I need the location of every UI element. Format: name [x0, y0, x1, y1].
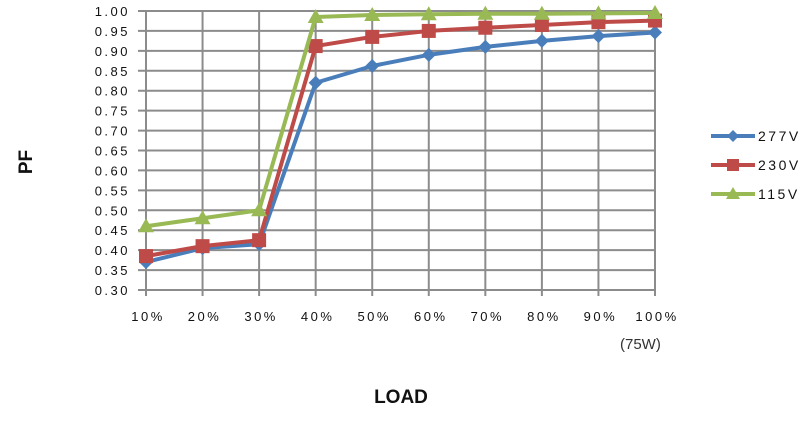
- triangle-marker: [647, 4, 663, 19]
- series-line: [145, 30, 656, 265]
- y-tick-label: 0.90: [95, 44, 130, 59]
- x-axis-ticks: 10% 20% 30% 40% 50% 60% 70% 80% 90% 100%: [131, 309, 678, 324]
- x-tick-label: 80%: [527, 309, 561, 324]
- diamond-marker: [534, 33, 549, 48]
- y-tick-label: 0.65: [95, 144, 130, 159]
- series-230V: [139, 13, 662, 264]
- x-tick-label: 50%: [357, 309, 391, 324]
- x-tick-label: 20%: [188, 309, 222, 324]
- legend-label: 277V: [758, 128, 801, 144]
- y-tick-label: 1.00: [95, 4, 130, 19]
- square-marker: [421, 23, 436, 38]
- triangle-marker: [138, 218, 154, 233]
- y-tick-label: 0.95: [95, 24, 130, 39]
- y-axis-title: PF: [16, 150, 37, 174]
- diamond-marker: [591, 29, 606, 44]
- x-tick-label: 30%: [244, 309, 278, 324]
- y-tick-label: 0.75: [95, 104, 130, 119]
- diamond-marker: [365, 59, 380, 74]
- legend-item-277V: 277V: [711, 128, 801, 144]
- x-axis-note: (75W): [620, 336, 661, 353]
- diamond-marker: [421, 47, 436, 62]
- triangle-marker: [364, 6, 381, 21]
- series-115V: [138, 4, 663, 233]
- x-tick-label: 60%: [414, 309, 448, 324]
- x-axis-title: LOAD: [374, 387, 428, 408]
- square-marker: [195, 239, 210, 254]
- square-marker: [308, 39, 323, 54]
- square-marker: [727, 159, 739, 171]
- square-marker: [252, 233, 267, 248]
- x-tick-label: 70%: [471, 309, 505, 324]
- y-tick-label: 0.70: [95, 124, 130, 139]
- data-series: [138, 4, 663, 270]
- triangle-marker: [477, 5, 494, 20]
- square-marker: [534, 17, 549, 32]
- triangle-marker: [420, 6, 437, 21]
- square-marker: [365, 29, 380, 44]
- diamond-marker: [308, 75, 323, 90]
- legend-label: 230V: [758, 157, 801, 173]
- series-line: [145, 18, 656, 259]
- legend-item-230V: 230V: [711, 157, 801, 173]
- legend-item-115V: 115V: [711, 186, 800, 202]
- y-tick-label: 0.40: [95, 243, 130, 258]
- triangle-marker: [307, 8, 324, 23]
- gridlines: [138, 10, 656, 296]
- y-tick-label: 0.80: [95, 84, 130, 99]
- y-tick-label: 0.45: [95, 223, 130, 238]
- triangle-marker: [726, 187, 740, 199]
- y-axis-ticks: 0.30 0.35 0.40 0.45 0.50 0.55 0.60 0.65 0.70 0.75…: [95, 4, 130, 298]
- triangle-marker: [590, 5, 607, 20]
- triangle-marker: [533, 5, 550, 20]
- x-tick-label: 40%: [301, 309, 335, 324]
- series-277V: [139, 25, 662, 270]
- square-marker: [139, 249, 153, 264]
- x-tick-label: 10%: [131, 309, 165, 324]
- legend: 277V 230V 115V: [711, 128, 801, 202]
- x-tick-label: 90%: [584, 309, 618, 324]
- y-tick-label: 0.50: [95, 203, 130, 218]
- y-tick-label: 0.35: [95, 263, 130, 278]
- series-line: [145, 10, 656, 229]
- y-tick-label: 0.55: [95, 183, 130, 198]
- triangle-marker: [251, 202, 268, 217]
- x-tick-label: 100%: [635, 309, 678, 324]
- diamond-marker: [478, 39, 493, 54]
- diamond-marker: [727, 130, 739, 142]
- y-tick-label: 0.30: [95, 283, 130, 298]
- triangle-marker: [194, 210, 211, 225]
- y-tick-label: 0.85: [95, 64, 130, 79]
- diamond-marker: [648, 25, 662, 40]
- square-marker: [478, 20, 493, 35]
- y-tick-label: 0.60: [95, 163, 130, 178]
- legend-label: 115V: [758, 186, 800, 202]
